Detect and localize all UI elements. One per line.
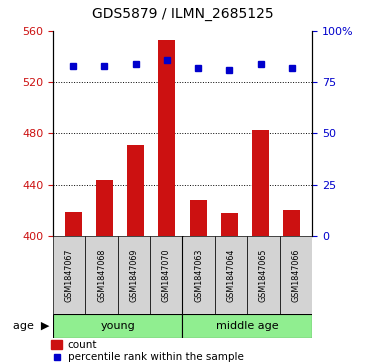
Text: GSM1847069: GSM1847069 bbox=[130, 248, 138, 302]
Bar bbox=[118, 236, 150, 314]
Text: GSM1847066: GSM1847066 bbox=[291, 248, 300, 302]
Bar bbox=[51, 340, 62, 349]
Text: GSM1847067: GSM1847067 bbox=[65, 248, 74, 302]
Bar bbox=[283, 210, 300, 236]
Text: count: count bbox=[68, 340, 97, 350]
Text: young: young bbox=[100, 321, 135, 331]
Text: middle age: middle age bbox=[216, 321, 278, 331]
Bar bbox=[53, 236, 85, 314]
Text: GSM1847065: GSM1847065 bbox=[259, 248, 268, 302]
Bar bbox=[53, 314, 182, 338]
Text: GSM1847068: GSM1847068 bbox=[97, 248, 106, 302]
Bar bbox=[127, 145, 144, 236]
Bar bbox=[182, 314, 312, 338]
Bar bbox=[189, 200, 207, 236]
Text: GSM1847063: GSM1847063 bbox=[194, 248, 203, 302]
Bar bbox=[247, 236, 280, 314]
Bar bbox=[280, 236, 312, 314]
Text: GSM1847064: GSM1847064 bbox=[227, 248, 235, 302]
Bar bbox=[96, 180, 113, 236]
Bar bbox=[150, 236, 182, 314]
Text: percentile rank within the sample: percentile rank within the sample bbox=[68, 352, 243, 362]
Bar bbox=[65, 212, 82, 236]
Text: age  ▶: age ▶ bbox=[13, 321, 49, 331]
Bar bbox=[182, 236, 215, 314]
Bar bbox=[158, 40, 176, 236]
Bar bbox=[221, 213, 238, 236]
Text: GSM1847070: GSM1847070 bbox=[162, 248, 171, 302]
Text: GDS5879 / ILMN_2685125: GDS5879 / ILMN_2685125 bbox=[92, 7, 273, 21]
Bar bbox=[85, 236, 118, 314]
Bar bbox=[215, 236, 247, 314]
Bar bbox=[252, 130, 269, 236]
